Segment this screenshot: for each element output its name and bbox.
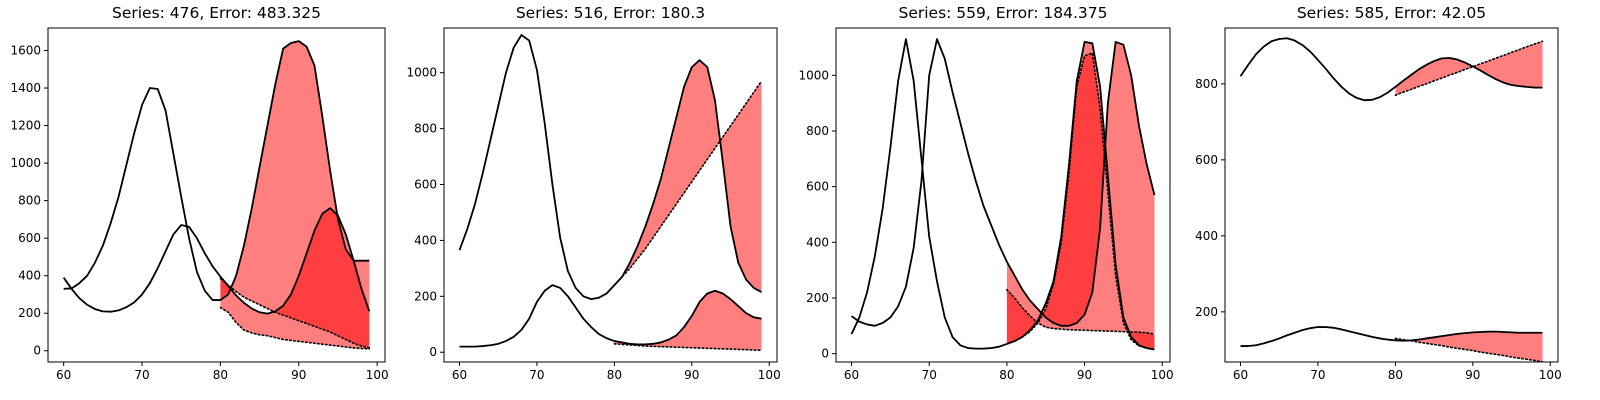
x-tick-label: 90 [1077, 368, 1092, 382]
chart-panel-2: Series: 516, Error: 180.360 70 80 90 1000200… [406, 4, 780, 382]
x-tick-label: 60 [56, 368, 71, 382]
series-line-1 [850, 38, 1155, 351]
series-line-2 [1240, 326, 1543, 347]
series-line-1 [1239, 37, 1543, 102]
forecast-line-2 [219, 277, 371, 349]
y-tick-label: 1000 [10, 156, 41, 170]
plot-area [458, 34, 763, 352]
x-tick-label: 100 [758, 368, 781, 382]
series-line-1 [458, 34, 762, 301]
y-tick-label: 200 [806, 291, 829, 305]
axes-frame [835, 27, 1171, 363]
error-fill-2 [614, 290, 762, 351]
y-tick-label: 400 [18, 269, 41, 283]
y-tick-label: 400 [414, 233, 437, 247]
x-tick-label: 100 [1151, 368, 1174, 382]
plot-area [850, 38, 1156, 351]
y-tick-label: 600 [806, 180, 829, 194]
axes-frame [47, 27, 386, 363]
y-tick-label: 1000 [798, 68, 829, 82]
x-tick-label: 90 [1465, 368, 1480, 382]
y-tick-label: 600 [414, 178, 437, 192]
chart-title: Series: 559, Error: 184.375 [898, 4, 1107, 22]
x-tick-label: 80 [213, 368, 228, 382]
y-tick-label: 1200 [10, 119, 41, 133]
axes-frame [1224, 27, 1559, 363]
x-tick-label: 70 [1310, 368, 1325, 382]
forecast-line-1 [219, 306, 371, 350]
y-tick-label: 800 [18, 194, 41, 208]
y-tick-label: 200 [18, 306, 41, 320]
y-tick-label: 600 [1195, 153, 1218, 167]
chart-title: Series: 516, Error: 180.3 [516, 4, 705, 22]
y-tick-label: 1000 [406, 66, 437, 80]
plot-area [62, 40, 371, 350]
x-tick-label: 80 [1388, 368, 1403, 382]
x-tick-label: 80 [999, 368, 1014, 382]
forecast-line-1 [1394, 40, 1544, 97]
y-tick-label: 800 [806, 124, 829, 138]
y-tick-label: 1400 [10, 81, 41, 95]
y-tick-label: 200 [1195, 305, 1218, 319]
x-tick-label: 70 [529, 368, 544, 382]
x-tick-label: 60 [452, 368, 467, 382]
y-tick-label: 400 [1195, 229, 1218, 243]
x-tick-label: 90 [684, 368, 699, 382]
chart-title: Series: 476, Error: 483.325 [112, 4, 321, 22]
x-tick-label: 80 [607, 368, 622, 382]
series-line-2 [63, 40, 370, 301]
y-tick-label: 800 [1195, 77, 1218, 91]
axes-frame [443, 27, 778, 363]
x-tick-label: 100 [1539, 368, 1562, 382]
forecast-line-2 [613, 343, 763, 352]
y-tick-label: 0 [821, 347, 829, 361]
y-tick-label: 1600 [10, 44, 41, 58]
forecast-line-2 [1006, 51, 1156, 351]
forecast-line-1 [1006, 288, 1156, 335]
y-tick-label: 400 [806, 235, 829, 249]
series-line-1 [62, 207, 371, 315]
series-line-2 [459, 284, 762, 348]
forecast-line-2 [1394, 337, 1544, 362]
y-tick-label: 200 [414, 289, 437, 303]
forecast-line-1 [613, 80, 763, 286]
error-fill-2 [220, 41, 370, 348]
error-fill-1 [614, 60, 762, 293]
chart-panel-4: Series: 585, Error: 42.05 60 70 80 90 100 200 4… [1195, 4, 1562, 382]
x-tick-label: 100 [366, 368, 389, 382]
series-line-2 [851, 38, 1156, 327]
y-tick-label: 0 [33, 344, 41, 358]
y-tick-label: 600 [18, 231, 41, 245]
x-tick-label: 60 [844, 368, 859, 382]
x-tick-label: 60 [1233, 368, 1248, 382]
x-tick-label: 90 [291, 368, 306, 382]
x-tick-label: 70 [134, 368, 149, 382]
plot-area [1239, 37, 1544, 362]
error-fill-2 [1395, 331, 1543, 362]
x-tick-label: 70 [922, 368, 937, 382]
y-tick-label: 0 [429, 345, 437, 359]
chart-title: Series: 585, Error: 42.05 [1297, 4, 1486, 22]
y-tick-label: 800 [414, 122, 437, 136]
